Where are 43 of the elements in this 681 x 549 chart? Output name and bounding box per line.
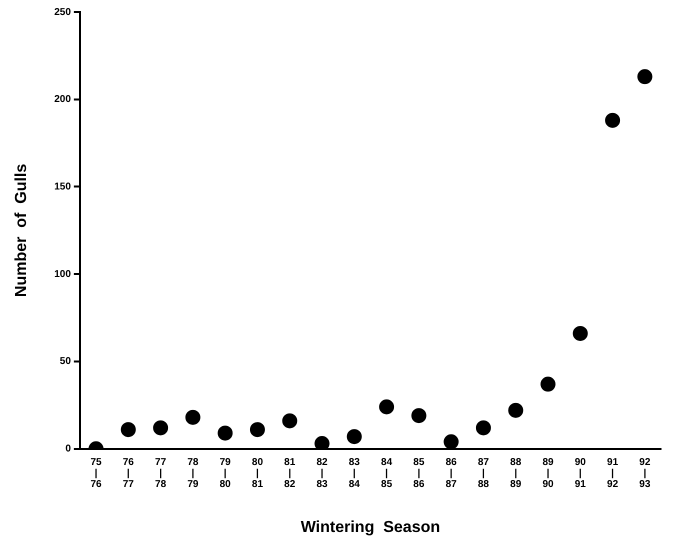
point: [153, 420, 168, 436]
x-tick-label: 87 | 88: [478, 457, 490, 490]
x-tick-label: 76 | 77: [122, 457, 134, 490]
x-tick-label: 84 | 85: [381, 457, 393, 490]
point: [572, 326, 588, 341]
x-tick-label: 78 | 79: [187, 457, 199, 490]
point: [476, 420, 491, 436]
x-tick-label: 81 | 82: [284, 457, 296, 490]
x-tick-label: 80 | 81: [252, 457, 264, 490]
x-tick-label: 82 | 83: [316, 457, 328, 490]
x-tick-label: 89 | 90: [542, 457, 554, 490]
y-tick-label: 50: [60, 356, 72, 368]
point: [508, 402, 524, 418]
x-tick-label: 75 | 76: [90, 457, 102, 490]
point: [605, 112, 620, 128]
x-tick-label: 79 | 80: [220, 457, 232, 490]
point: [218, 426, 233, 441]
y-tick-label: 100: [54, 268, 72, 280]
x-tick-label: 90 | 91: [574, 457, 586, 490]
point: [379, 399, 394, 414]
point: [540, 376, 556, 392]
point: [637, 69, 652, 84]
x-tick-label: 86 | 87: [446, 457, 458, 490]
point: [444, 434, 459, 449]
point: [282, 413, 298, 428]
point: [346, 429, 362, 444]
x-tick-label: 88 | 89: [510, 457, 522, 490]
y-axis-title: Number of Gulls: [13, 164, 30, 298]
point: [411, 408, 426, 424]
x-tick-label: 77 | 78: [155, 457, 167, 490]
x-tick-label: 83 | 84: [348, 457, 360, 490]
y-tick-label: 200: [54, 94, 72, 106]
y-tick-label: 150: [54, 181, 72, 192]
point: [120, 422, 136, 438]
y-tick-label: 250: [54, 6, 72, 18]
x-tick-label: 91 | 92: [607, 457, 619, 490]
x-axis-title: Wintering Season: [300, 518, 440, 536]
y-tick-label: 0: [65, 444, 72, 455]
point: [185, 410, 200, 425]
point: [250, 422, 265, 438]
point: [314, 436, 330, 449]
x-tick-label: 92 | 93: [639, 457, 651, 490]
x-tick-label: 85 | 86: [413, 457, 425, 490]
